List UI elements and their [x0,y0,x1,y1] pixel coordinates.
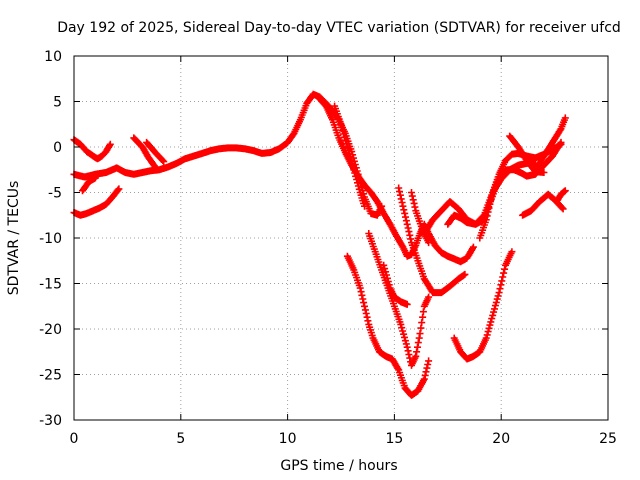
series-markers [79,174,99,195]
x-tick-label: 20 [492,431,510,447]
y-tick-label: -20 [39,322,62,338]
series-markers [450,248,516,363]
x-tick-label: 5 [176,431,185,447]
x-tick-label: 10 [279,431,297,447]
series-markers [70,136,114,163]
y-tick-label: 5 [53,95,62,111]
data-series [395,184,469,297]
data-series [553,187,569,206]
x-axis-label: GPS time / hours [280,458,397,474]
data-series [143,138,168,166]
y-tick-label: -30 [39,413,62,429]
tick-labels: 0 5 10 15 20 25 -30 -25 -20 -15 -10 -5 0 5 10 [39,49,617,447]
series-markers [331,102,368,210]
series-markers [380,261,411,308]
data-series [343,252,433,399]
series-markers [395,184,469,297]
x-tick-label: 0 [70,431,79,447]
y-tick-label: 0 [53,140,62,156]
chart-title: Day 192 of 2025, Sidereal Day-to-day VTE… [57,20,621,36]
data-series [70,90,386,219]
data-series [380,261,411,308]
y-tick-label: -15 [39,277,62,293]
tick-marks [73,55,609,421]
y-tick-label: -10 [39,231,62,247]
y-tick-label: -25 [39,368,62,384]
series-markers [70,185,123,219]
series-markers [553,187,569,206]
y-axis-label: SDTVAR / TECUs [6,181,22,296]
data-series [531,114,569,174]
data-series [70,185,123,219]
series-markers [531,114,569,174]
data-series [450,248,516,363]
data-series [70,136,114,163]
y-tick-label: 10 [44,49,62,65]
series-markers [70,90,386,219]
data-series [331,102,368,210]
x-tick-label: 25 [599,431,617,447]
x-tick-label: 15 [385,431,403,447]
series-markers [130,134,159,171]
grid-lines [74,56,608,420]
series-markers [343,252,433,399]
y-tick-label: -5 [48,186,62,202]
series-markers [143,138,168,166]
data-series [130,134,159,171]
data-points [70,90,569,399]
data-series [79,174,99,195]
